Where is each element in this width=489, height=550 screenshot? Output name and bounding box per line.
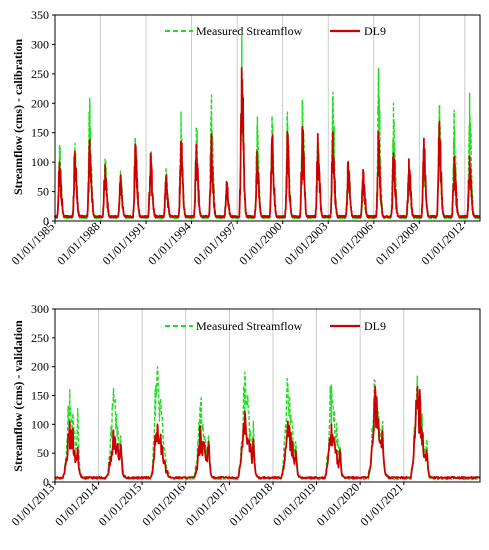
y-tick-label: 250 (31, 331, 49, 345)
calibration-y-ticks: 0 50 100 150 200 250 300 350 (31, 8, 55, 228)
calibration-legend-dl9-label: DL9 (364, 24, 386, 38)
y-tick-label: 50 (37, 185, 49, 199)
validation-y-axis-label: Streamflow (cms) - validation (11, 320, 25, 472)
calibration-gridlines (54, 15, 466, 221)
x-tick-label: 01/01/2009 (373, 219, 422, 268)
y-tick-label: 300 (31, 302, 49, 316)
calibration-measured-series (54, 35, 481, 220)
y-tick-label: 150 (31, 389, 49, 403)
y-tick-label: 200 (31, 96, 49, 110)
x-tick-label: 01/01/2013 (9, 480, 58, 529)
dl9-line (54, 67, 481, 219)
y-tick-label: 100 (31, 417, 49, 431)
y-tick-label: 0 (43, 214, 49, 228)
validation-y-ticks: 0 50 100 150 200 250 300 (31, 302, 55, 489)
calibration-axes (54, 14, 481, 222)
x-tick-label: 01/01/2015 (96, 480, 145, 529)
y-tick-label: 150 (31, 126, 49, 140)
x-tick-label: 01/01/2006 (327, 219, 376, 268)
x-tick-label: 01/01/2014 (52, 480, 101, 529)
validation-legend-dl9-label: DL9 (364, 319, 386, 333)
y-tick-label: 250 (31, 67, 49, 81)
y-tick-label: 300 (31, 37, 49, 51)
x-tick-label: 01/01/2017 (183, 480, 232, 529)
y-tick-label: 0 (43, 475, 49, 489)
calibration-y-axis-label: Streamflow (cms) - calibration (11, 39, 25, 195)
x-tick-label: 01/01/1994 (145, 219, 194, 268)
x-tick-label: 01/01/1985 (9, 219, 58, 268)
y-tick-label: 350 (31, 8, 49, 22)
calibration-legend: Measured Streamflow DL9 (165, 24, 386, 38)
calibration-dl9-series (54, 67, 481, 219)
validation-legend: Measured Streamflow DL9 (165, 319, 386, 333)
plot-frame (54, 14, 481, 222)
x-tick-label: 01/01/1997 (191, 219, 240, 268)
validation-x-ticks: 01/01/201301/01/201401/01/201501/01/2016… (9, 480, 406, 529)
validation-dl9-series (54, 386, 481, 480)
validation-gridlines (54, 309, 405, 482)
x-tick-label: 01/01/2019 (270, 480, 319, 529)
x-tick-label: 01/01/2018 (227, 480, 276, 529)
x-tick-label: 01/01/1988 (54, 219, 103, 268)
x-tick-label: 01/01/2000 (236, 219, 285, 268)
measured-streamflow-line (54, 35, 481, 220)
x-tick-label: 01/01/2020 (314, 480, 363, 529)
calibration-legend-measured-label: Measured Streamflow (196, 24, 303, 38)
x-tick-label: 01/01/2016 (139, 480, 188, 529)
x-tick-label: 01/01/1991 (100, 219, 149, 268)
x-tick-label: 01/01/2003 (282, 219, 331, 268)
dl9-line (54, 386, 481, 480)
y-tick-label: 100 (31, 155, 49, 169)
validation-legend-measured-label: Measured Streamflow (196, 319, 303, 333)
y-tick-label: 50 (37, 446, 49, 460)
x-tick-label: 01/01/2012 (418, 219, 467, 268)
calibration-x-ticks: 01/01/198501/01/198801/01/199101/01/1994… (9, 219, 467, 268)
y-tick-label: 200 (31, 360, 49, 374)
x-tick-label: 01/01/2021 (357, 480, 406, 529)
